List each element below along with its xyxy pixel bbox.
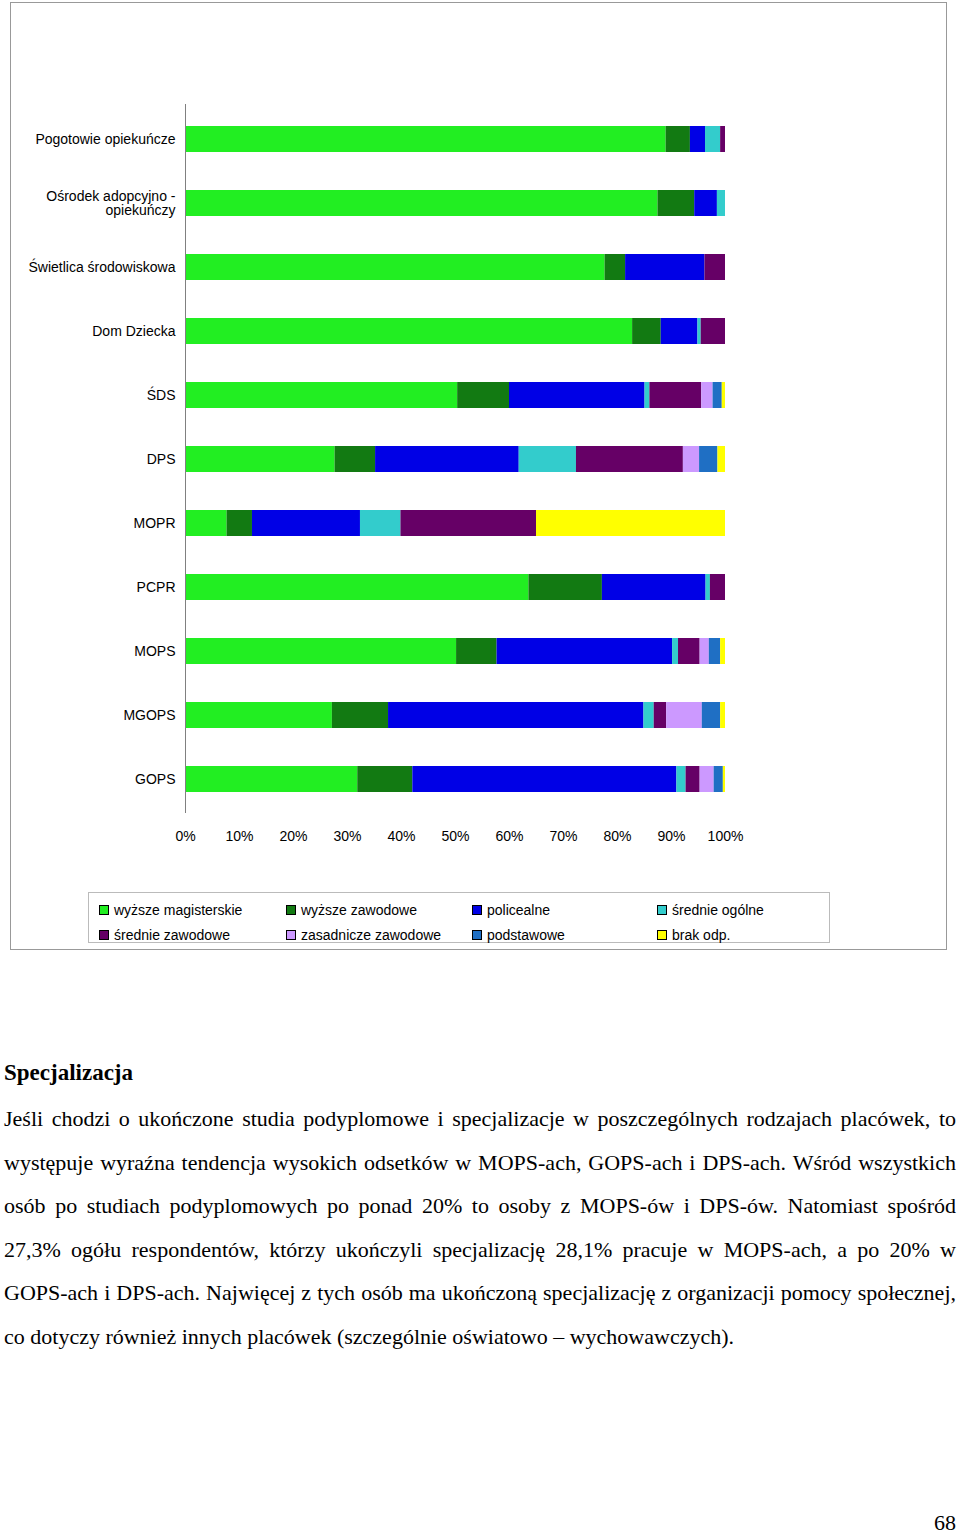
svg-text:MGOPS: MGOPS bbox=[123, 707, 175, 723]
svg-text:100%: 100% bbox=[708, 828, 744, 844]
svg-text:ŚDS: ŚDS bbox=[147, 386, 176, 403]
html-text:Jeśli chodzi o ukończone studi: Jeśli chodzi o ukończone studia podyplom… bbox=[4, 1106, 956, 1349]
html-text:brak odp.: brak odp. bbox=[672, 926, 731, 943]
svg-text:DPS: DPS bbox=[147, 451, 176, 467]
html-text:68: 68 bbox=[934, 1510, 956, 1535]
html-text:Specjalizacja: Specjalizacja bbox=[4, 1060, 133, 1085]
svg-text:Dom Dziecka: Dom Dziecka bbox=[92, 323, 175, 339]
html-text:średnie ogólne: średnie ogólne bbox=[672, 901, 764, 918]
svg-text:50%: 50% bbox=[441, 828, 469, 844]
svg-text:0%: 0% bbox=[175, 828, 195, 844]
svg-text:GOPS: GOPS bbox=[135, 771, 175, 787]
svg-text:30%: 30% bbox=[333, 828, 361, 844]
svg-text:10%: 10% bbox=[225, 828, 253, 844]
html-text:policealne: policealne bbox=[487, 901, 551, 918]
svg-text:Świetlica środowiskowa: Świetlica środowiskowa bbox=[28, 258, 175, 275]
svg-text:80%: 80% bbox=[603, 828, 631, 844]
html-text:średnie zawodowe: średnie zawodowe bbox=[114, 926, 230, 943]
html-text:zasadnicze zawodowe: zasadnicze zawodowe bbox=[301, 926, 442, 943]
svg-text:60%: 60% bbox=[495, 828, 523, 844]
svg-text:MOPR: MOPR bbox=[134, 515, 176, 531]
html-text:wyższe magisterskie: wyższe magisterskie bbox=[114, 901, 243, 918]
svg-text:90%: 90% bbox=[657, 828, 685, 844]
svg-text:MOPS: MOPS bbox=[134, 643, 175, 659]
svg-text:40%: 40% bbox=[387, 828, 415, 844]
svg-text:PCPR: PCPR bbox=[137, 579, 176, 595]
svg-text:70%: 70% bbox=[549, 828, 577, 844]
svg-text:Ośrodek adopcyjno -opiekuńczy: Ośrodek adopcyjno -opiekuńczy bbox=[46, 188, 176, 218]
svg-text:20%: 20% bbox=[279, 828, 307, 844]
html-text:wyższe zawodowe: wyższe zawodowe bbox=[301, 901, 417, 918]
svg-text:Pogotowie opiekuńcze: Pogotowie opiekuńcze bbox=[35, 131, 175, 147]
html-text:podstawowe: podstawowe bbox=[487, 926, 565, 943]
